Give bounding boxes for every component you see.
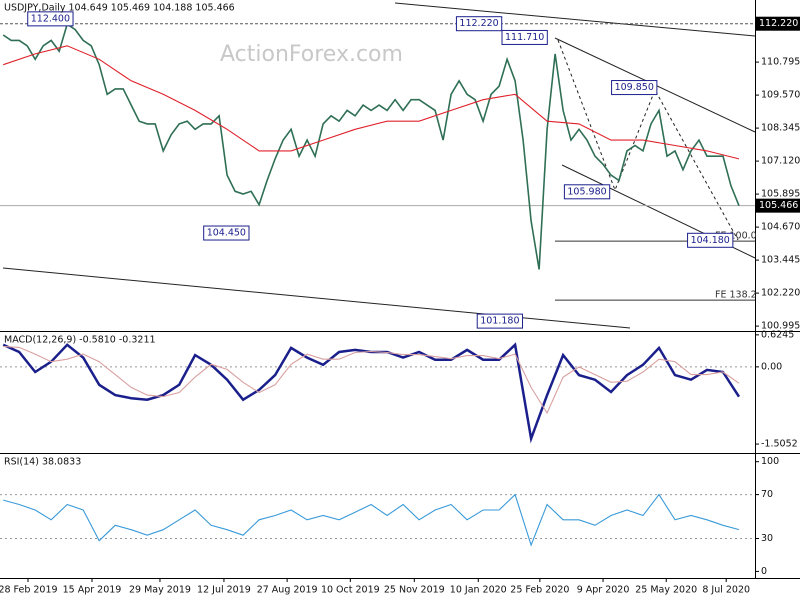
x-tick-label: 28 Feb 2019	[0, 585, 58, 596]
panel-title: USDJPY,Daily 104.649 105.469 104.188 105…	[4, 3, 235, 14]
price-highlight	[756, 198, 800, 213]
price-annotation-box	[455, 16, 503, 32]
panel-title: RSI(14) 38.0833	[4, 457, 81, 468]
price-annotation: 104.180	[691, 235, 730, 246]
x-tick-label: 25 Feb 2020	[510, 585, 569, 596]
price-annotation-box	[563, 184, 611, 200]
y-tick-label: 30	[761, 533, 773, 544]
series-line	[3, 493, 740, 547]
y-tick-label: 108.345	[761, 123, 800, 134]
x-tick-label: 27 Aug 2019	[257, 585, 318, 596]
series-line	[3, 345, 740, 415]
price-annotation: 105.980	[567, 186, 606, 197]
x-tick-label: 29 May 2019	[129, 585, 191, 596]
x-tick-label: 15 Apr 2019	[63, 585, 122, 596]
y-tick-label: 107.120	[761, 156, 800, 167]
price-annotation-box	[687, 232, 734, 248]
trend-line	[2, 267, 631, 329]
fe-label: FE 100.0	[715, 231, 757, 242]
x-tick-label: 10 Oct 2019	[321, 585, 380, 596]
y-tick-label: 105.895	[761, 189, 800, 200]
y-tick-label: 109.570	[761, 90, 800, 101]
price-annotation: 109.850	[615, 82, 654, 93]
y-tick-label: 0	[761, 566, 767, 577]
series-line	[2, 22, 740, 270]
x-tick-label: 10 Jan 2020	[450, 585, 507, 596]
trend-line	[394, 2, 756, 37]
price-highlight	[756, 16, 800, 31]
y-tick-label: 100.995	[761, 321, 800, 332]
price-highlight-label: 112.220	[759, 18, 798, 29]
y-tick-label: 0.00	[761, 361, 782, 372]
y-tick-label: 70	[761, 489, 773, 500]
y-tick-label: 0.6245	[761, 329, 794, 340]
y-tick-label: 110.795	[761, 57, 800, 68]
price-annotation-box	[611, 80, 658, 96]
price-annotation-box	[27, 11, 74, 27]
price-annotation-box	[203, 225, 250, 241]
price-annotation-box	[476, 313, 524, 329]
price-annotation: 101.180	[480, 316, 519, 327]
x-tick-label: 25 May 2020	[635, 585, 697, 596]
watermark: ActionForex.com	[220, 42, 403, 67]
y-tick-label: 103.445	[761, 255, 800, 266]
price-annotation: 112.220	[459, 18, 498, 29]
y-tick-label: 100	[761, 456, 779, 467]
x-tick-label: 8 Jul 2020	[702, 585, 750, 596]
series-line	[3, 45, 740, 160]
price-annotation-box	[501, 29, 548, 45]
y-tick-label: 104.670	[761, 222, 800, 233]
price-annotation: 112.400	[31, 13, 70, 24]
x-tick-label: 9 Apr 2020	[577, 585, 630, 596]
price-annotation: 111.710	[505, 32, 544, 43]
y-tick-label: 102.220	[761, 288, 800, 299]
fe-label: FE 138.2	[715, 290, 757, 301]
x-tick-label: 12 Jul 2019	[197, 585, 251, 596]
wave-path	[557, 39, 739, 241]
y-tick-label: -1.5052	[761, 439, 798, 450]
x-tick-label: 25 Nov 2019	[384, 585, 445, 596]
price-highlight-label: 105.466	[759, 200, 798, 211]
panel-title: MACD(12,26,9) -0.5810 -0.3211	[4, 335, 156, 346]
price-annotation: 104.450	[207, 228, 246, 239]
